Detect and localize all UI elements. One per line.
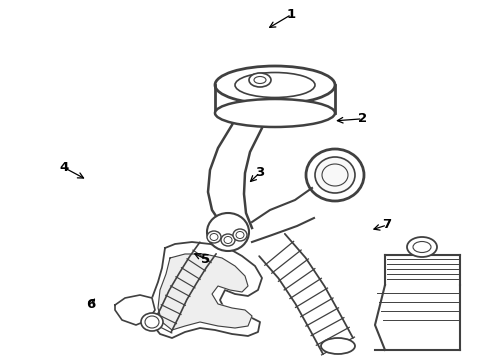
Polygon shape <box>153 242 216 333</box>
Text: 6: 6 <box>86 298 95 311</box>
Ellipse shape <box>141 313 163 331</box>
Polygon shape <box>252 188 314 242</box>
Polygon shape <box>158 254 252 330</box>
Ellipse shape <box>407 237 437 257</box>
Ellipse shape <box>215 99 335 127</box>
Polygon shape <box>208 108 270 228</box>
Polygon shape <box>115 295 155 325</box>
Ellipse shape <box>207 213 249 251</box>
Polygon shape <box>385 255 460 285</box>
Ellipse shape <box>221 234 235 246</box>
Text: 1: 1 <box>287 8 296 21</box>
Ellipse shape <box>215 66 335 104</box>
Text: 3: 3 <box>255 166 264 179</box>
Text: 2: 2 <box>358 112 367 125</box>
Ellipse shape <box>315 157 355 193</box>
Text: 7: 7 <box>383 219 392 231</box>
Ellipse shape <box>207 231 221 243</box>
Ellipse shape <box>321 338 355 354</box>
Ellipse shape <box>233 229 247 241</box>
Polygon shape <box>150 242 262 338</box>
Polygon shape <box>375 285 460 350</box>
Ellipse shape <box>306 149 364 201</box>
Text: 4: 4 <box>59 161 68 174</box>
Text: 5: 5 <box>201 253 210 266</box>
Polygon shape <box>215 85 335 113</box>
Ellipse shape <box>249 73 271 87</box>
Polygon shape <box>259 234 353 354</box>
Polygon shape <box>208 108 270 228</box>
